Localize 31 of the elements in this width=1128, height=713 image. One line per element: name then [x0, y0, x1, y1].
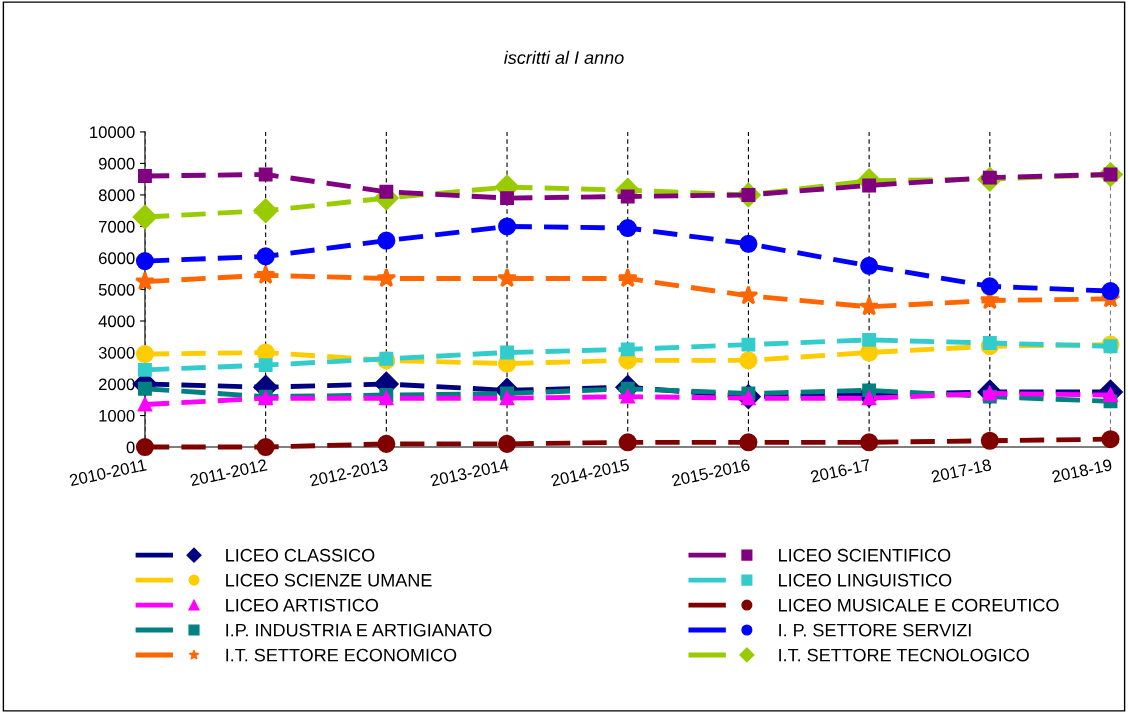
y-tick-label: 1000: [99, 409, 135, 422]
legend-label: LICEO LINGUISTICO: [779, 573, 952, 587]
x-tick-label: 2011-2012: [189, 458, 268, 487]
legend-label: I.T. SETTORE TECNOLOGICO: [779, 648, 1029, 662]
legend-label: I.T. SETTORE ECONOMICO: [226, 648, 457, 662]
legend-label: LICEO CLASSICO: [226, 548, 375, 562]
x-tick-label: 2015-2016: [671, 458, 751, 487]
x-tick-label: 2010-2011: [69, 458, 147, 487]
x-tick-label: 2016-17: [810, 458, 871, 483]
x-tick-label: 2014-2015: [550, 458, 630, 487]
x-tick-label: 2012-2013: [309, 458, 389, 487]
y-tick-label: 9000: [98, 157, 135, 170]
y-tick-label: 7000: [99, 220, 135, 233]
y-tick-label: 8000: [98, 189, 135, 202]
x-tick-label: 2018-19: [1051, 458, 1113, 483]
y-tick-label: 0: [126, 441, 135, 454]
y-tick-label: 6000: [99, 252, 135, 265]
legend-label: LICEO ARTISTICO: [226, 598, 379, 612]
y-tick-label: 2000: [98, 378, 135, 391]
y-tick-label: 3000: [98, 346, 135, 359]
legend-label: I.P. INDUSTRIA E ARTIGIANATO: [226, 623, 492, 637]
legend-label: I. P. SETTORE SERVIZI: [779, 623, 971, 637]
chart-title: iscritti al I anno: [504, 50, 624, 65]
x-tick-label: 2017-18: [930, 458, 992, 483]
y-tick-label: 10000: [90, 126, 135, 139]
x-tick-label: 2013-2014: [429, 458, 510, 487]
legend-label: LICEO SCIENZE UMANE: [226, 573, 432, 587]
y-tick-label: 5000: [98, 283, 135, 296]
legend-label: LICEO MUSICALE E COREUTICO: [779, 598, 1059, 612]
y-tick-label: 4000: [98, 315, 135, 328]
legend-label: LICEO SCIENTIFICO: [779, 548, 951, 562]
